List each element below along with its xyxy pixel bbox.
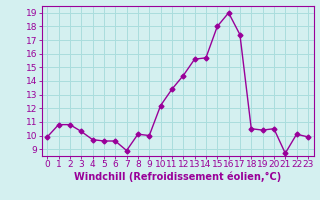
X-axis label: Windchill (Refroidissement éolien,°C): Windchill (Refroidissement éolien,°C) [74,172,281,182]
